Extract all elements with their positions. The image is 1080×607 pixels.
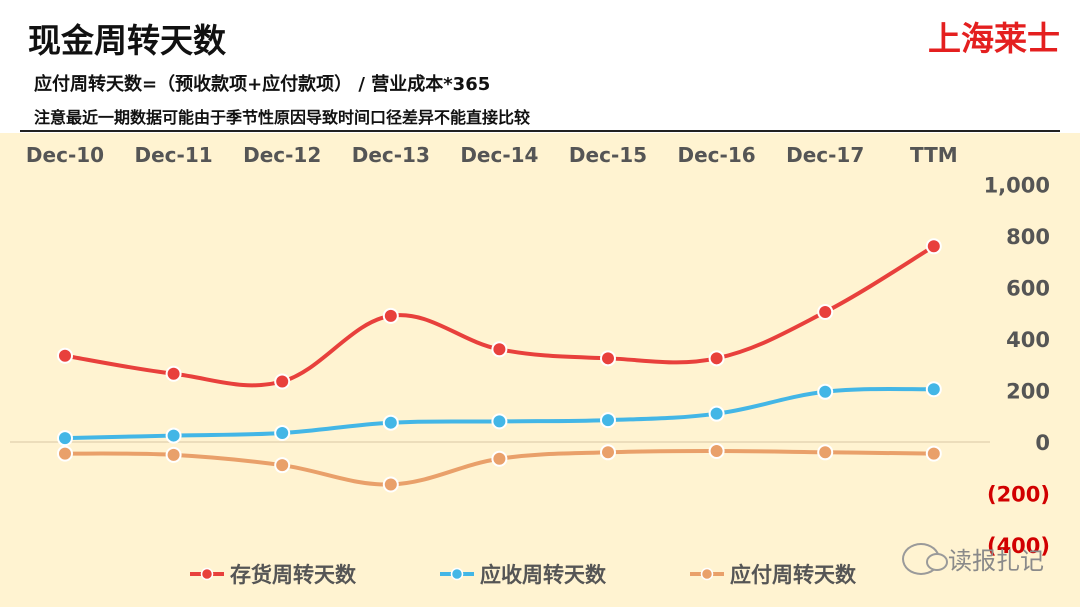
x-tick-label: TTM bbox=[910, 143, 958, 167]
data-point bbox=[600, 444, 616, 461]
data-point bbox=[491, 341, 508, 358]
x-tick-label: Dec-10 bbox=[26, 143, 104, 167]
x-tick-label: Dec-17 bbox=[786, 143, 864, 167]
data-point bbox=[165, 446, 182, 463]
watermark: 读报扎记 bbox=[902, 541, 1044, 576]
x-tick-label: Dec-16 bbox=[678, 143, 756, 167]
data-point bbox=[274, 424, 291, 441]
page-title: 现金周转天数 bbox=[28, 21, 226, 60]
data-point bbox=[600, 350, 616, 367]
data-point bbox=[165, 365, 182, 382]
y-tick-label: 0 bbox=[1035, 431, 1050, 455]
data-point bbox=[57, 347, 73, 364]
x-tick-label: Dec-14 bbox=[460, 143, 538, 167]
legend-marker bbox=[200, 567, 214, 581]
data-point bbox=[274, 373, 291, 390]
y-tick-label: 800 bbox=[1006, 225, 1050, 249]
formula-text: 应付周转天数=（预收款项+应付款项） / 营业成本*365 bbox=[34, 74, 491, 95]
data-point bbox=[382, 307, 399, 324]
data-point bbox=[165, 427, 182, 444]
data-point bbox=[708, 405, 725, 422]
legend-marker bbox=[450, 567, 464, 581]
y-tick-label: 600 bbox=[1006, 277, 1050, 301]
data-point bbox=[57, 430, 73, 447]
data-point bbox=[708, 350, 725, 367]
legend-label: 应收周转天数 bbox=[480, 563, 607, 587]
x-tick-label: Dec-12 bbox=[243, 143, 321, 167]
watermark-text: 读报扎记 bbox=[948, 547, 1044, 575]
data-point bbox=[925, 238, 942, 255]
y-tick-label: 200 bbox=[1006, 380, 1050, 404]
x-tick-label: Dec-11 bbox=[135, 143, 213, 167]
legend-marker bbox=[700, 567, 714, 581]
y-tick-label: 1,000 bbox=[984, 174, 1050, 198]
data-point bbox=[491, 450, 508, 467]
data-point bbox=[57, 445, 73, 462]
header-divider bbox=[20, 130, 1060, 132]
header: 现金周转天数 上海莱士 应付周转天数=（预收款项+应付款项） / 营业成本*36… bbox=[0, 0, 1080, 133]
x-tick-label: Dec-15 bbox=[569, 143, 647, 167]
legend-label: 应付周转天数 bbox=[730, 563, 857, 587]
data-point bbox=[925, 445, 942, 462]
data-point bbox=[817, 383, 834, 400]
data-point bbox=[600, 412, 616, 429]
data-point bbox=[274, 457, 291, 474]
y-tick-label: (400) bbox=[987, 534, 1050, 558]
data-point bbox=[925, 381, 942, 398]
legend-label: 存货周转天数 bbox=[230, 563, 357, 587]
brand-name: 上海莱士 bbox=[928, 19, 1060, 58]
note-text: 注意最近一期数据可能由于季节性原因导致时间口径差异不能直接比较 bbox=[34, 108, 531, 127]
data-point bbox=[708, 443, 725, 460]
x-tick-label: Dec-13 bbox=[352, 143, 430, 167]
data-point bbox=[382, 414, 399, 431]
data-point bbox=[817, 303, 834, 320]
y-tick-label: (200) bbox=[987, 483, 1050, 507]
data-point bbox=[491, 413, 508, 430]
wechat-icon bbox=[902, 542, 948, 575]
data-point bbox=[817, 444, 834, 461]
data-point bbox=[382, 476, 399, 493]
series-line-0 bbox=[63, 244, 936, 388]
y-tick-label: 400 bbox=[1006, 328, 1050, 352]
